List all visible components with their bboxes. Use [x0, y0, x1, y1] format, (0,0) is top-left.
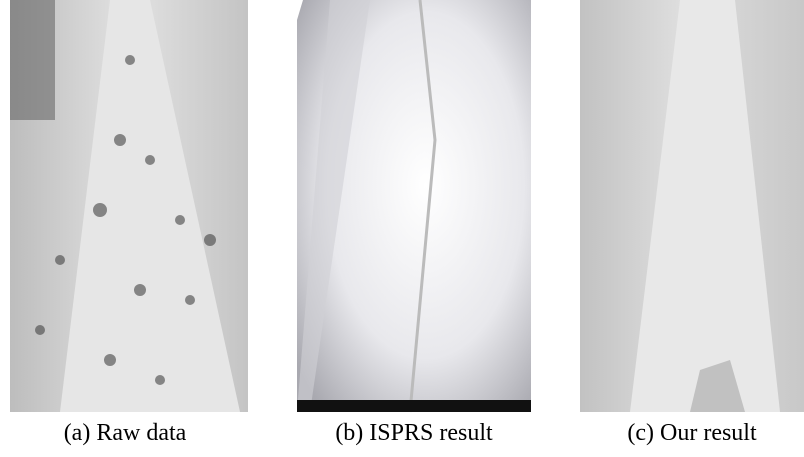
figure: (a) Raw data (b) ISPRS result (c) Our re…: [0, 0, 804, 457]
panel-images: [0, 0, 804, 420]
our-result-image: [580, 0, 804, 412]
caption: (a) Raw data: [40, 420, 210, 447]
caption: (c) Our result: [602, 420, 782, 447]
raw-data-image: [10, 0, 248, 412]
isprs-result-image: [297, 0, 531, 412]
caption: (b) ISPRS result: [314, 420, 514, 447]
